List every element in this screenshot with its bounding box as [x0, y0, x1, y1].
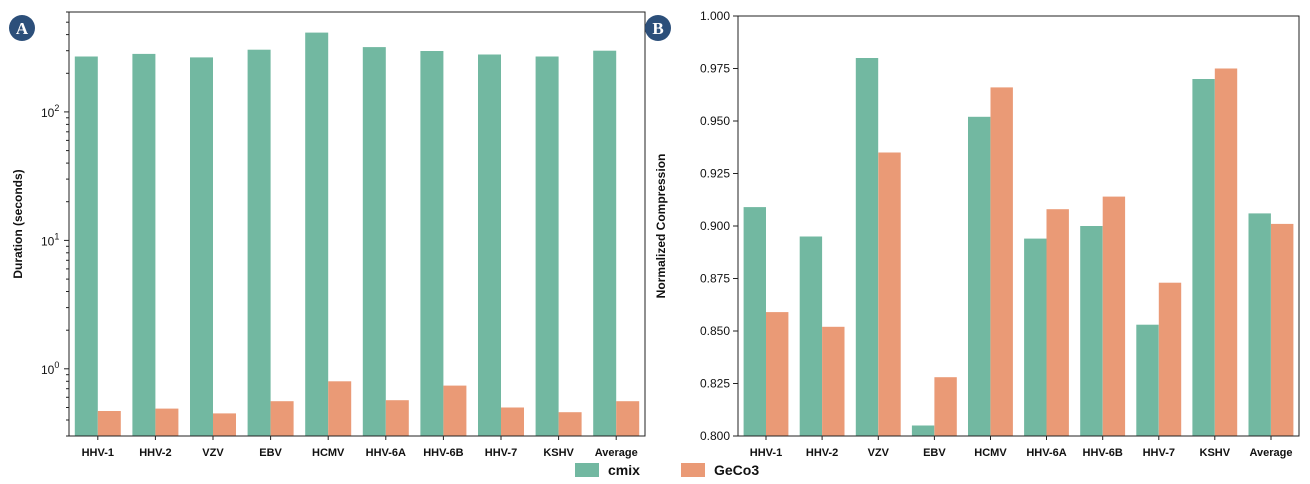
- bar-a-geco3-ebv: [270, 401, 294, 436]
- a-xtick-label-vzv: VZV: [202, 447, 224, 459]
- b-xtick-label-vzv: VZV: [868, 447, 890, 459]
- panel-a-y-axis-title: Duration (seconds): [11, 169, 25, 278]
- b-ytick-label: 0.825: [700, 377, 730, 391]
- bar-b-cmix-hhv-2: [799, 236, 823, 436]
- b-xtick-label-average: Average: [1249, 447, 1292, 459]
- legend-swatch-geco3: [681, 463, 705, 477]
- bar-b-geco3-vzv: [878, 152, 901, 436]
- b-ytick-label: 1.000: [700, 9, 730, 23]
- b-ytick-label: 0.900: [700, 219, 730, 233]
- bar-a-geco3-average: [616, 401, 640, 436]
- b-ytick-label: 0.975: [700, 62, 730, 76]
- panel-b-y-axis-title: Normalized Compression: [654, 154, 668, 299]
- bar-a-geco3-hhv-6a: [385, 400, 409, 436]
- a-xtick-label-hhv-1: HHV-1: [82, 447, 114, 459]
- bar-b-cmix-hhv-7: [1136, 324, 1159, 436]
- bar-b-geco3-hhv-7: [1158, 282, 1182, 436]
- panel-a-duration-chart: A 100 101 102 HHV-1 HHV-2 VZV EBV HCMV HHV-6A HH…: [9, 11, 646, 459]
- b-xtick-label-hhv-1: HHV-1: [750, 447, 782, 459]
- bar-b-geco3-ebv: [934, 377, 957, 436]
- bar-a-cmix-hhv-7: [478, 54, 501, 436]
- bar-a-cmix-hcmv: [305, 32, 329, 436]
- bar-a-cmix-vzv: [190, 57, 213, 437]
- b-xtick-label-kshv: KSHV: [1200, 447, 1231, 459]
- b-ytick-label: 0.950: [700, 114, 730, 128]
- bar-b-geco3-hcmv: [990, 87, 1013, 437]
- legend-swatch-cmix: [575, 463, 599, 477]
- bar-a-cmix-hhv-2: [132, 53, 156, 437]
- bar-a-geco3-hcmv: [328, 381, 352, 436]
- bar-a-geco3-hhv-2: [155, 408, 179, 436]
- legend: cmix GeCo3: [575, 462, 759, 478]
- panel-a-badge: [9, 15, 35, 41]
- bar-b-cmix-hhv-6b: [1080, 226, 1103, 436]
- a-xtick-label-average: Average: [595, 447, 638, 459]
- legend-label-geco3: GeCo3: [714, 462, 759, 478]
- a-ytick-label: 100: [41, 360, 59, 377]
- bar-a-cmix-hhv-1: [74, 56, 98, 436]
- bar-b-geco3-hhv-2: [822, 326, 845, 436]
- bar-a-geco3-vzv: [213, 413, 236, 436]
- panel-b-badge-label: B: [652, 19, 663, 38]
- a-xtick-label-hhv-2: HHV-2: [139, 447, 171, 459]
- b-xtick-label-hhv-2: HHV-2: [806, 447, 838, 459]
- bar-a-geco3-hhv-6b: [443, 385, 467, 436]
- panel-a-frame: [68, 11, 646, 437]
- b-ytick-label: 0.850: [700, 324, 730, 338]
- bar-b-cmix-hhv-6a: [1024, 238, 1047, 436]
- bar-a-geco3-hhv-1: [97, 411, 121, 436]
- bar-b-geco3-kshv: [1214, 68, 1238, 436]
- bar-a-cmix-hhv-6b: [420, 51, 444, 436]
- panel-b-badge: [645, 15, 671, 41]
- bar-b-geco3-hhv-1: [766, 312, 789, 436]
- legend-label-cmix: cmix: [608, 462, 640, 478]
- b-xtick-label-hhv-6b: HHV-6B: [1083, 447, 1123, 459]
- bar-a-cmix-ebv: [247, 49, 271, 436]
- a-xtick-label-ebv: EBV: [259, 447, 282, 459]
- bar-b-cmix-vzv: [855, 58, 879, 436]
- b-xtick-label-hhv-7: HHV-7: [1143, 447, 1175, 459]
- b-ytick-label: 0.800: [700, 429, 730, 443]
- b-xtick-label-hhv-6a: HHV-6A: [1026, 447, 1066, 459]
- bar-b-geco3-hhv-6a: [1046, 209, 1069, 436]
- bar-a-geco3-kshv: [558, 412, 582, 436]
- b-xtick-label-ebv: EBV: [923, 447, 946, 459]
- bar-a-cmix-average: [593, 50, 617, 436]
- bar-b-cmix-hcmv: [968, 116, 991, 437]
- a-xtick-label-hhv-6b: HHV-6B: [423, 447, 463, 459]
- bar-b-cmix-ebv: [911, 425, 935, 436]
- bar-b-geco3-average: [1271, 223, 1294, 436]
- panel-a-badge-label: A: [16, 19, 29, 38]
- bar-b-cmix-hhv-1: [743, 207, 766, 436]
- bar-a-geco3-hhv-7: [501, 407, 524, 436]
- a-ytick-label: 101: [41, 231, 59, 248]
- panel-b-compression-chart: B 0.800 0.825 0.850 0.875 0.900 0.925 0.950 0.9…: [645, 9, 1300, 459]
- a-ytick-label: 102: [41, 103, 59, 120]
- a-xtick-label-hcmv: HCMV: [312, 447, 345, 459]
- a-xtick-label-hhv-7: HHV-7: [485, 447, 517, 459]
- bar-a-cmix-hhv-6a: [362, 47, 386, 436]
- b-ytick-label: 0.925: [700, 167, 730, 181]
- bar-a-cmix-kshv: [535, 56, 559, 436]
- bar-b-cmix-kshv: [1192, 79, 1215, 436]
- b-ytick-label: 0.875: [700, 272, 730, 286]
- a-xtick-label-hhv-6a: HHV-6A: [366, 447, 406, 459]
- a-xtick-label-kshv: KSHV: [543, 447, 574, 459]
- bar-b-cmix-average: [1248, 213, 1271, 436]
- bar-b-geco3-hhv-6b: [1102, 196, 1126, 436]
- b-xtick-label-hcmv: HCMV: [974, 447, 1007, 459]
